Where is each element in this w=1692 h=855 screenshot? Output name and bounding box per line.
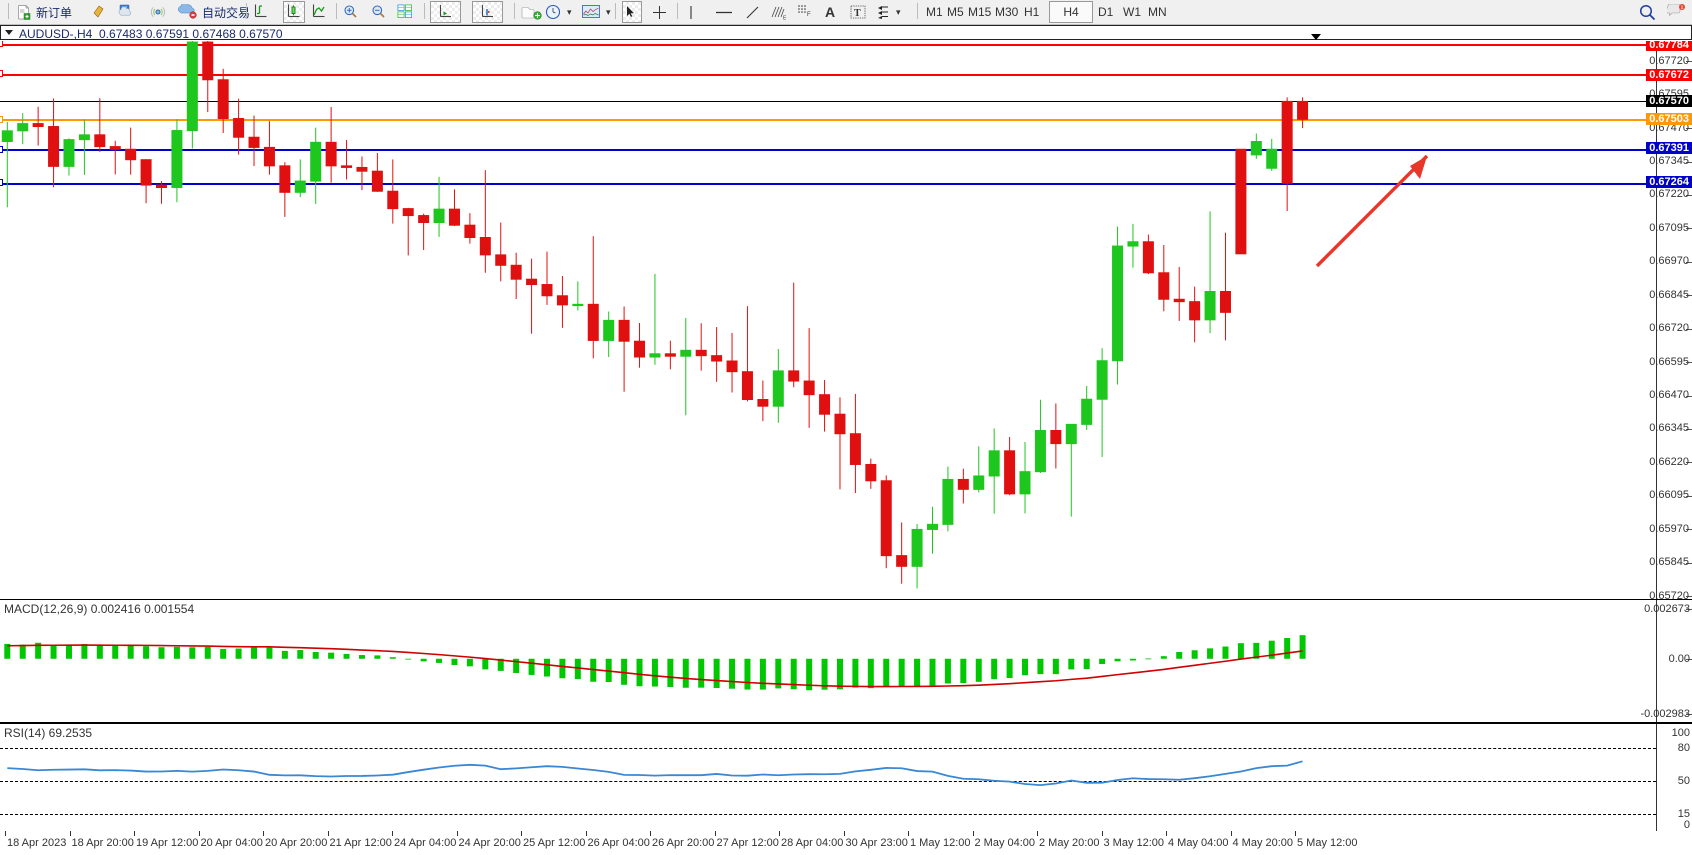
- svg-text:E: E: [783, 15, 786, 20]
- svg-text:T: T: [854, 8, 861, 19]
- svg-text:F: F: [807, 12, 811, 18]
